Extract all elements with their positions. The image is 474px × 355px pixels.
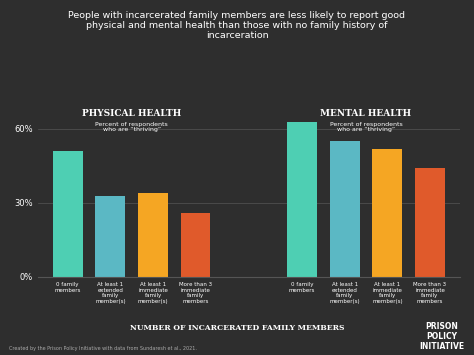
Bar (53, 151, 82, 277)
Text: MENTAL HEALTH: MENTAL HEALTH (320, 109, 411, 118)
Bar (287, 121, 317, 277)
Text: Percent of respondents
who are “thriving”: Percent of respondents who are “thriving… (95, 121, 168, 132)
Bar (138, 193, 168, 277)
Text: PHYSICAL HEALTH: PHYSICAL HEALTH (82, 109, 181, 118)
Bar (415, 168, 445, 277)
Text: Created by the Prison Policy Initiative with data from Sundaresh et al., 2021.: Created by the Prison Policy Initiative … (9, 346, 197, 351)
Text: NUMBER OF INCARCERATED FAMILY MEMBERS: NUMBER OF INCARCERATED FAMILY MEMBERS (130, 324, 344, 332)
Text: PRISON
POLICY
INITIATIVE: PRISON POLICY INITIATIVE (419, 322, 465, 351)
Bar (330, 141, 360, 277)
Text: People with incarcerated family members are less likely to report good
physical : People with incarcerated family members … (69, 11, 405, 40)
Bar (373, 149, 402, 277)
Bar (95, 196, 125, 277)
Bar (181, 213, 210, 277)
Text: Percent of respondents
who are “thriving”: Percent of respondents who are “thriving… (329, 121, 402, 132)
